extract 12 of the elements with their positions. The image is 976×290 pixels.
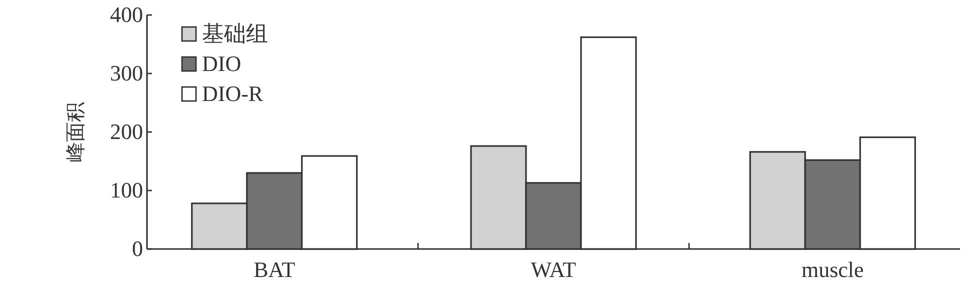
legend-label: DIO-R xyxy=(202,81,264,106)
x-tick-label: BAT xyxy=(254,257,296,282)
y-tick-label: 0 xyxy=(132,236,143,261)
y-tick-label: 400 xyxy=(110,2,143,27)
y-tick-label: 200 xyxy=(110,119,143,144)
x-tick-label: muscle xyxy=(801,257,864,282)
legend-label: DIO xyxy=(202,51,242,76)
y-tick-label: 300 xyxy=(110,60,143,86)
y-tick-label: 100 xyxy=(110,178,143,202)
x-tick-label: WAT xyxy=(530,257,577,282)
legend-label: 基础组 xyxy=(202,21,268,46)
y-axis-title: 峰面积 xyxy=(63,102,87,162)
